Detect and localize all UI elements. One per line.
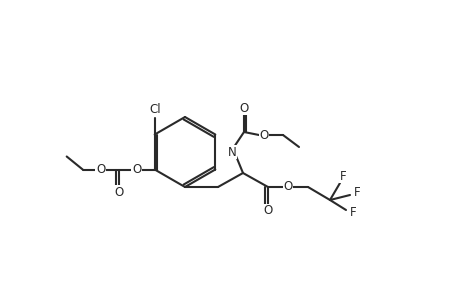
Text: Cl: Cl	[149, 103, 160, 116]
Text: F: F	[349, 206, 356, 218]
Text: N: N	[227, 146, 236, 158]
Text: O: O	[132, 163, 141, 176]
Text: O: O	[283, 181, 292, 194]
Text: F: F	[353, 187, 359, 200]
Text: O: O	[263, 205, 272, 218]
Text: O: O	[259, 128, 268, 142]
Text: F: F	[339, 169, 346, 182]
Text: O: O	[114, 186, 123, 199]
Text: O: O	[239, 101, 248, 115]
Text: O: O	[96, 163, 105, 176]
